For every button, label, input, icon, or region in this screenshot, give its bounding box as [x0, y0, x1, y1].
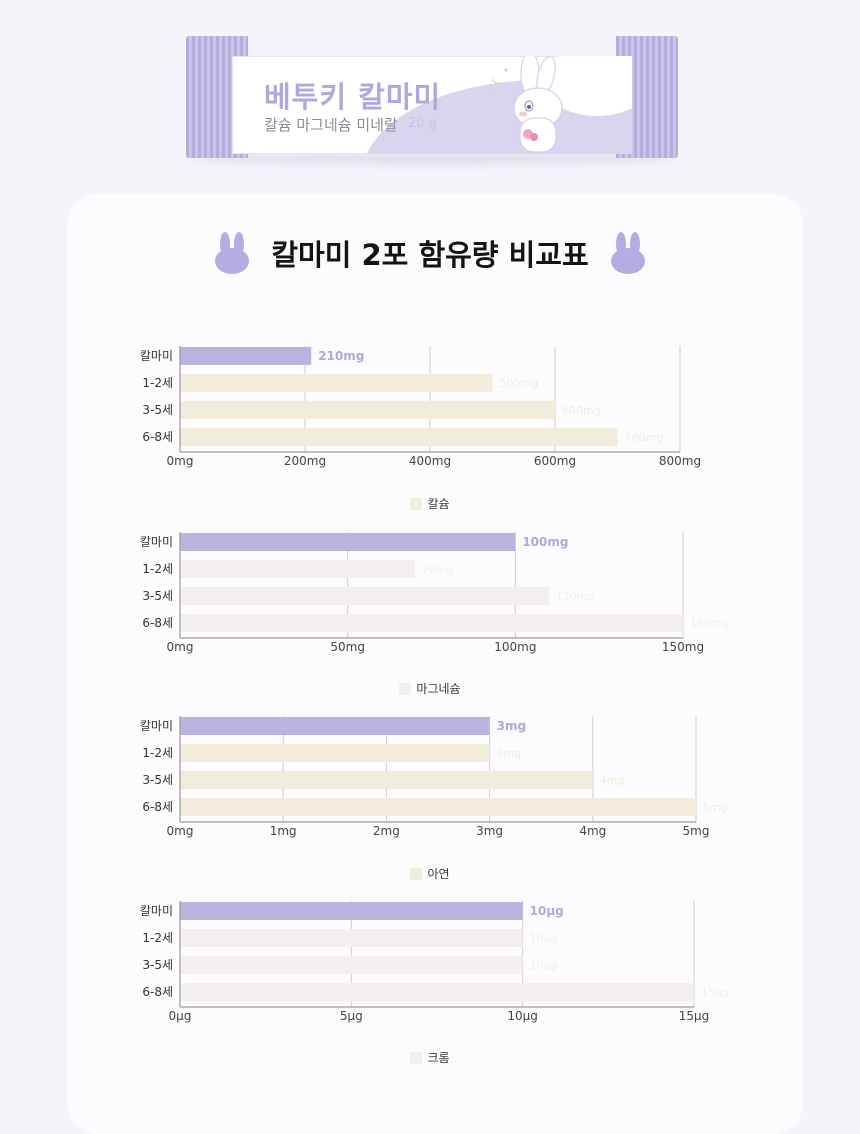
product-stick-image: 베투키 칼마미 칼슘 마그네슘 미네랄 20 g Betuki: [186, 36, 678, 164]
value-label: 10μg: [530, 959, 558, 972]
value-label: 3mg: [497, 747, 522, 760]
chromium-legend: 크롬: [0, 1049, 860, 1066]
category-label: 6-8세: [142, 430, 173, 444]
bar: [180, 428, 618, 446]
bar: [180, 798, 696, 816]
value-label: 5mg: [703, 801, 728, 814]
category-label: 6-8세: [142, 800, 173, 814]
bar: [180, 587, 549, 605]
value-label: 70mg: [422, 563, 454, 576]
value-label: 110mg: [556, 590, 595, 603]
category-label: 1-2세: [142, 562, 173, 576]
x-tick-label: 4mg: [579, 824, 606, 838]
calcium-chart: 칼마미 210mg 1-2세 500mg 3-5세 600mg 6-8세 700mg 0mg 20…: [0, 330, 860, 505]
category-label: 3-5세: [142, 958, 173, 972]
x-tick-label: 5mg: [683, 824, 710, 838]
value-label: 4mg: [600, 774, 625, 787]
x-tick-label: 200mg: [284, 454, 326, 468]
calcium-chart-svg: 칼마미 210mg 1-2세 500mg 3-5세 600mg 6-8세 700mg 0mg 20…: [140, 346, 701, 468]
x-tick-label: 0mg: [167, 824, 194, 838]
value-label: 150mg: [690, 617, 729, 630]
legend-label: 크롬: [427, 1051, 450, 1065]
category-label: 6-8세: [142, 985, 173, 999]
x-tick-label: 0μg: [169, 1009, 192, 1023]
x-tick-label: 1mg: [270, 824, 297, 838]
x-tick-label: 15μg: [679, 1009, 710, 1023]
legend-swatch: [399, 683, 412, 695]
value-label: 15μg: [701, 986, 729, 999]
value-label: 3mg: [497, 719, 526, 733]
bar: [180, 533, 516, 551]
bar: [180, 929, 523, 947]
x-tick-label: 0mg: [167, 454, 194, 468]
stick-label: 베투키 칼마미 칼슘 마그네슘 미네랄 20 g Betuki: [232, 56, 632, 154]
category-label: 6-8세: [142, 616, 173, 630]
value-label: 210mg: [318, 349, 364, 363]
bunny-mascot-icon: [488, 56, 563, 153]
page-title-text: 칼마미 2포 함유량 비교표: [271, 238, 589, 272]
legend-label: 칼슘: [427, 497, 450, 511]
category-label: 3-5세: [142, 773, 173, 787]
bunny-icon: [610, 232, 645, 274]
value-label: 100mg: [522, 535, 568, 549]
stick-shadow: [192, 154, 672, 164]
x-tick-label: 800mg: [659, 454, 701, 468]
category-label: 칼마미: [140, 719, 173, 733]
x-tick-label: 0mg: [167, 640, 194, 654]
bar: [180, 374, 493, 392]
bar: [180, 956, 523, 974]
bar: [180, 744, 490, 762]
x-tick-label: 5μg: [340, 1009, 363, 1023]
product-name: 베투키 칼마미: [264, 80, 442, 114]
x-tick-label: 3mg: [476, 824, 503, 838]
value-label: 700mg: [625, 431, 664, 444]
category-label: 3-5세: [142, 403, 173, 417]
bar: [180, 717, 490, 735]
legend-label: 아연: [427, 867, 450, 881]
bar: [180, 983, 694, 1001]
zinc-chart-svg: 칼마미 3mg 1-2세 3mg 3-5세 4mg 6-8세 5mg 0mg 1mg 2mg 3mg 4…: [140, 716, 728, 838]
category-label: 칼마미: [140, 349, 173, 363]
category-label: 칼마미: [140, 535, 173, 549]
legend-label: 마그네슘: [416, 682, 461, 696]
legend-swatch: [410, 1052, 423, 1064]
magnesium-chart-svg: 칼마미 100mg 1-2세 70mg 3-5세 110mg 6-8세 150mg 0mg 50m…: [140, 532, 729, 654]
value-label: 600mg: [562, 404, 601, 417]
value-label: 10μg: [530, 932, 558, 945]
zinc-legend: 아연: [0, 865, 860, 882]
category-label: 1-2세: [142, 746, 173, 760]
legend-swatch: [410, 498, 423, 510]
product-subtitle: 칼슘 마그네슘 미네랄: [264, 116, 398, 134]
value-label: 10μg: [530, 904, 564, 918]
x-tick-label: 10μg: [507, 1009, 538, 1023]
bar: [180, 401, 555, 419]
bar: [180, 614, 683, 632]
bar: [180, 771, 593, 789]
calcium-legend: 칼슘: [0, 495, 860, 512]
x-tick-label: 400mg: [409, 454, 451, 468]
category-label: 3-5세: [142, 589, 173, 603]
page-title: 칼마미 2포 함유량 비교표: [0, 232, 860, 274]
x-tick-label: 100mg: [494, 640, 536, 654]
category-label: 1-2세: [142, 931, 173, 945]
x-tick-label: 600mg: [534, 454, 576, 468]
category-label: 1-2세: [142, 376, 173, 390]
x-tick-label: 2mg: [373, 824, 400, 838]
bar: [180, 902, 523, 920]
magnesium-legend: 마그네슘: [0, 680, 860, 697]
magnesium-chart: 칼마미 100mg 1-2세 70mg 3-5세 110mg 6-8세 150mg 0mg 50m…: [0, 516, 860, 691]
bunny-icon: [215, 232, 250, 274]
value-label: 500mg: [500, 377, 539, 390]
legend-swatch: [410, 868, 423, 880]
bar: [180, 560, 415, 578]
zinc-chart: 칼마미 3mg 1-2세 3mg 3-5세 4mg 6-8세 5mg 0mg 1mg 2mg 3mg 4…: [0, 700, 860, 875]
x-tick-label: 150mg: [662, 640, 704, 654]
product-weight: 20 g: [408, 116, 437, 131]
x-tick-label: 50mg: [330, 640, 365, 654]
bar: [180, 347, 312, 365]
category-label: 칼마미: [140, 904, 173, 918]
chromium-chart: 칼마미 10μg 1-2세 10μg 3-5세 10μg 6-8세 15μg 0μg 5μg 10μ…: [0, 885, 860, 1060]
chromium-chart-svg: 칼마미 10μg 1-2세 10μg 3-5세 10μg 6-8세 15μg 0μg 5μg 10μ…: [140, 901, 729, 1023]
